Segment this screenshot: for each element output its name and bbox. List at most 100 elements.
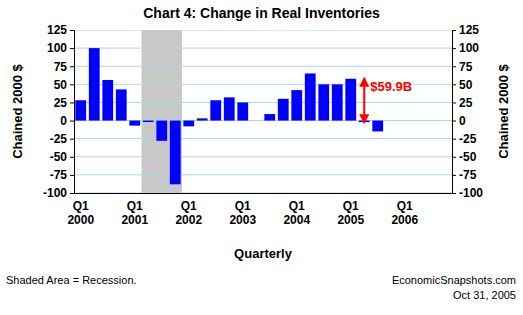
y-tick-mark — [70, 66, 74, 67]
y-tick-mark — [70, 175, 74, 176]
y-tick: 75 — [54, 60, 74, 74]
y2-tick: 0 — [452, 114, 466, 128]
annotation-arrow — [363, 79, 365, 122]
y2-tick-label: 100 — [459, 41, 479, 55]
y-tick: -100 — [43, 186, 74, 200]
bar — [291, 90, 302, 120]
y2-tick-mark — [452, 157, 456, 158]
source: EconomicSnapshots.com — [392, 274, 516, 286]
y2-axis-title: Chained 2000 $ — [496, 63, 511, 158]
y-axis: -100-75-50-250255075100125 — [43, 23, 75, 200]
grid-line — [74, 30, 452, 31]
y-tick-mark — [70, 30, 74, 31]
y-tick-mark — [70, 102, 74, 103]
y2-tick: -50 — [452, 150, 477, 164]
grid-line — [74, 102, 452, 103]
bar — [197, 118, 208, 120]
bar — [264, 114, 275, 121]
recession-shade — [142, 30, 183, 193]
bar — [75, 100, 86, 120]
y2-tick: 75 — [452, 60, 473, 74]
y-tick-label: -25 — [50, 132, 68, 146]
bar — [318, 84, 329, 120]
y2-tick-mark — [452, 121, 456, 122]
bar — [183, 121, 194, 127]
bar — [89, 48, 100, 120]
y2-axis: -100 -75 -50 -25 0 25 50 75 100 125 — [452, 23, 483, 200]
y-tick-mark — [70, 84, 74, 85]
date: Oct 31, 2005 — [453, 289, 516, 301]
bar — [237, 102, 248, 120]
y2-tick: 100 — [452, 41, 479, 55]
bar — [278, 99, 289, 121]
x-tick-label: Q12003 — [229, 199, 256, 227]
y-tick-label: 50 — [54, 78, 68, 92]
y-tick-label: 25 — [54, 96, 68, 110]
bar — [210, 100, 221, 120]
y-tick: 0 — [60, 114, 74, 128]
plot-area — [74, 30, 452, 193]
bar — [170, 121, 181, 185]
y2-tick-mark — [452, 48, 456, 49]
bar — [102, 80, 113, 121]
y-tick-label: -50 — [50, 150, 68, 164]
x-axis-title: Quarterly — [234, 246, 293, 261]
y-tick-mark — [70, 157, 74, 158]
y2-tick: 50 — [452, 78, 473, 92]
y2-tick-label: -25 — [459, 132, 477, 146]
note: Shaded Area = Recession. — [6, 274, 137, 286]
y-tick: 50 — [54, 78, 74, 92]
x-tick-label: Q12004 — [283, 199, 310, 227]
grid-line — [74, 138, 452, 139]
grid-line — [74, 66, 452, 67]
grid-line — [74, 48, 452, 49]
y2-tick-label: -50 — [459, 150, 477, 164]
bar — [143, 121, 154, 122]
x-tick: Q12003 — [229, 193, 256, 227]
y2-tick-label: 125 — [459, 23, 479, 37]
x-tick: Q12002 — [175, 193, 202, 227]
y-tick-label: 75 — [54, 60, 68, 74]
y2-axis-line — [453, 31, 457, 194]
y2-tick-label: 25 — [459, 96, 473, 110]
x-axis: Q12000 Q12001 Q12002 Q12003 Q12004 Q12005 Q120… — [67, 193, 452, 227]
y-tick: -50 — [50, 150, 74, 164]
x-tick-label: Q12002 — [175, 199, 202, 227]
y2-tick: -100 — [452, 186, 483, 200]
y-tick-mark — [70, 139, 74, 140]
grid-line — [74, 193, 452, 194]
grid-line — [74, 156, 452, 157]
bar — [251, 120, 262, 121]
y2-tick-mark — [452, 30, 456, 31]
x-tick: Q12005 — [337, 193, 364, 227]
y-tick: -75 — [50, 168, 74, 182]
y2-tick-label: -75 — [459, 168, 477, 182]
y-axis-line — [70, 31, 75, 194]
y2-tick-label: 75 — [459, 60, 473, 74]
bar — [345, 79, 356, 121]
x-tick-label: Q12000 — [67, 199, 94, 227]
annotation-label: $59.9B — [370, 79, 412, 94]
y2-tick-label: 0 — [459, 114, 466, 128]
y2-tick-mark — [452, 102, 456, 103]
x-tick-label: Q12006 — [391, 199, 418, 227]
chart: Chart 4: Change in Real Inventories-100-… — [0, 0, 523, 315]
y-tick-mark — [70, 48, 74, 49]
bar — [116, 89, 127, 120]
y-tick-mark — [70, 193, 74, 194]
y-tick: -25 — [50, 132, 74, 146]
y2-tick: -25 — [452, 132, 477, 146]
y2-tick-mark — [452, 175, 456, 176]
grid-line — [74, 174, 452, 175]
bar — [305, 73, 316, 120]
y2-tick-mark — [452, 193, 456, 194]
y2-tick: 125 — [452, 23, 479, 37]
y2-tick-label: -100 — [459, 186, 483, 200]
y-tick: 25 — [54, 96, 74, 110]
y2-tick-mark — [452, 139, 456, 140]
y-tick-label: 100 — [47, 41, 67, 55]
y-tick: 100 — [47, 41, 74, 55]
x-tick-label: Q12001 — [121, 199, 148, 227]
x-tick: Q12001 — [121, 193, 148, 227]
bar — [372, 121, 383, 132]
